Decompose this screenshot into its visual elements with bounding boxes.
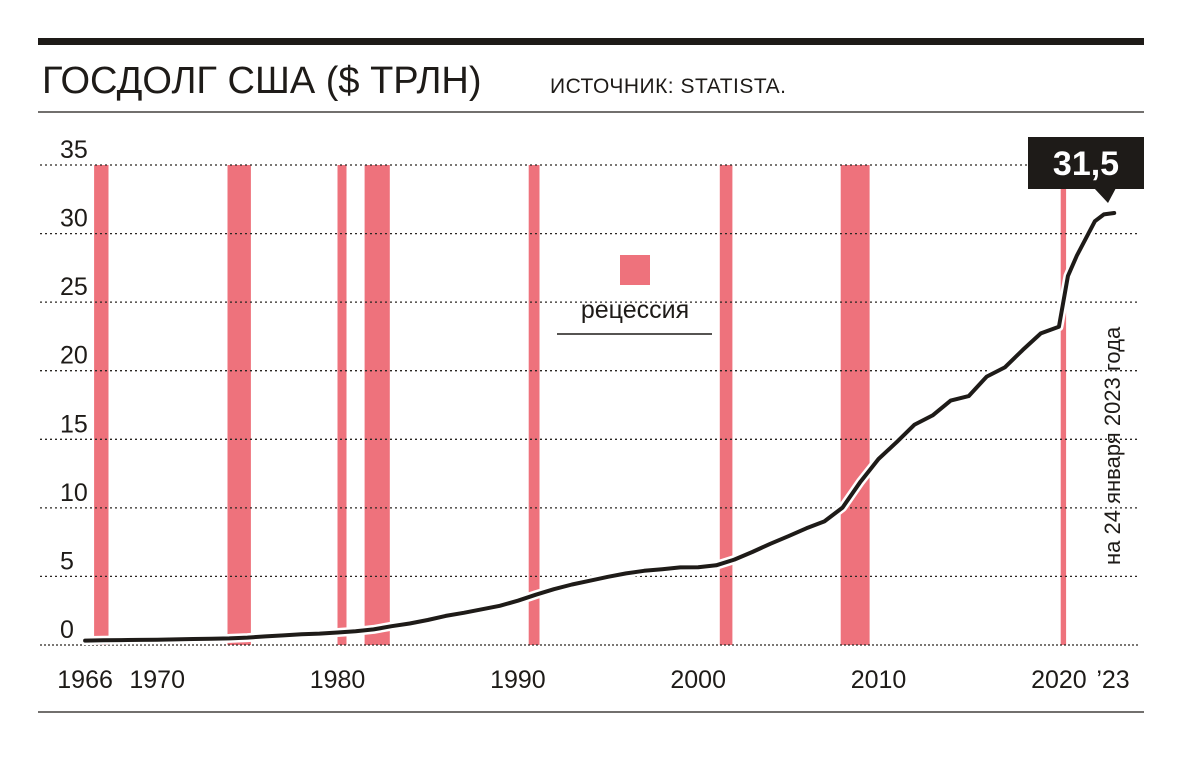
debt-line [83, 211, 1117, 643]
top-rule [38, 38, 1144, 45]
x-tick-label-1970: 1970 [129, 666, 185, 694]
x-tick-label-1966: 1966 [57, 666, 113, 694]
y-tick-label-25: 25 [60, 273, 88, 301]
recession-band-6 [840, 165, 870, 645]
y-tick-label-35: 35 [60, 136, 88, 164]
chart-source: ИСТОЧНИК: STATISTA. [550, 75, 786, 98]
recession-band-0 [94, 165, 109, 645]
x-tick-label-2020: 2020 [1031, 666, 1087, 694]
legend-recession-swatch [620, 255, 650, 285]
date-note: на 24 января 2023 года [1100, 326, 1125, 565]
value-callout-label: 31,5 [1053, 145, 1119, 183]
x-tick-label-2010: 2010 [851, 666, 907, 694]
gridlines [40, 164, 1140, 646]
y-tick-label-30: 30 [60, 205, 88, 233]
x-tick-label-’23: ’23 [1096, 666, 1129, 694]
value-callout-box [1028, 137, 1144, 189]
y-tick-label-20: 20 [60, 342, 88, 370]
recession-band-2 [337, 165, 347, 645]
chart-title: ГОСДОЛГ США ($ ТРЛН) [42, 60, 482, 102]
y-axis-ticks: 0 5 10 15 20 25 30 35 [60, 136, 88, 644]
recession-bands [94, 165, 1067, 645]
value-callout-pointer [1094, 188, 1116, 203]
debt-series [80, 208, 1119, 646]
y-tick-label-10: 10 [60, 479, 88, 507]
recession-band-3 [364, 165, 390, 645]
y-tick-label-0: 0 [60, 616, 74, 644]
recession-band-5 [719, 165, 733, 645]
x-tick-label-1990: 1990 [490, 666, 546, 694]
y-tick-label-15: 15 [60, 410, 88, 438]
recession-band-4 [528, 165, 540, 645]
recession-band-7 [1060, 165, 1067, 645]
y-tick-label-5: 5 [60, 547, 74, 575]
value-callout: 31,5 [1028, 137, 1144, 203]
x-tick-label-2000: 2000 [670, 666, 726, 694]
legend-recession-label: рецессия [581, 296, 689, 324]
recession-band-1 [227, 165, 251, 645]
x-tick-label-1980: 1980 [310, 666, 366, 694]
x-axis-ticks: 1966 1970 1980 1990 2000 2010 2020 ’23 [57, 666, 1129, 694]
